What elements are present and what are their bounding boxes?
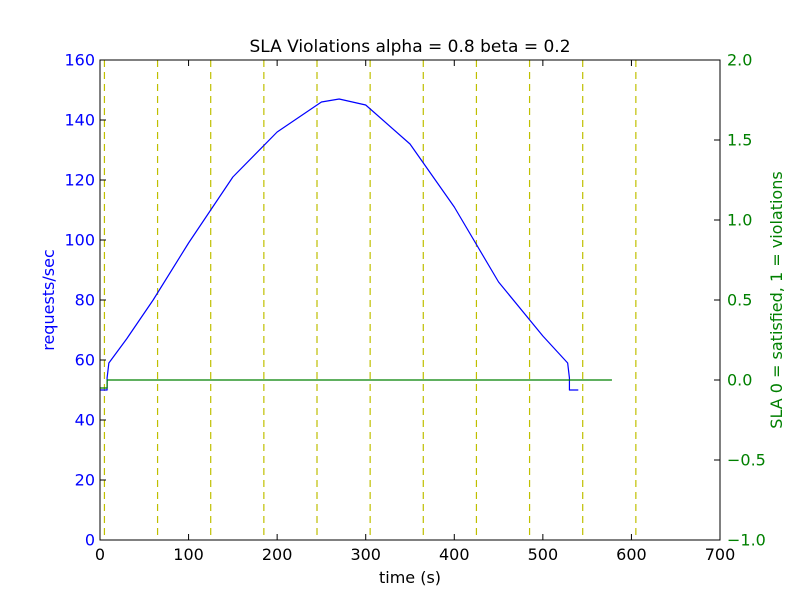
- right-y-tick-label-2: 0.0: [727, 371, 752, 390]
- x-tick-label-1: 100: [173, 545, 204, 564]
- sla-series-line: [100, 379, 612, 389]
- right-y-axis: −1.0 −0.5 0.0 0.5 1.0 1.5 2.0: [714, 51, 766, 550]
- x-axis-label: time (s): [379, 568, 441, 587]
- left-y-tick-label-4: 80: [75, 291, 95, 310]
- x-tick-label-5: 500: [528, 545, 559, 564]
- x-tick-label-7: 700: [705, 545, 736, 564]
- left-y-tick-label-8: 160: [64, 51, 95, 70]
- interval-markers: [103, 60, 637, 540]
- x-tick-label-6: 600: [616, 545, 647, 564]
- left-y-tick-label-1: 20: [75, 471, 95, 490]
- right-y-tick-label-5: 1.5: [727, 131, 752, 150]
- right-y-tick-label-4: 1.0: [727, 211, 752, 230]
- right-y-tick-label-0: −1.0: [727, 531, 766, 550]
- right-y-tick-label-6: 2.0: [727, 51, 752, 70]
- right-y-tick-label-3: 0.5: [727, 291, 752, 310]
- x-tick-label-4: 400: [439, 545, 470, 564]
- right-y-axis-label: SLA 0 = satisfied, 1 = violations: [767, 171, 786, 428]
- x-tick-label-2: 200: [262, 545, 293, 564]
- left-y-tick-label-6: 120: [64, 171, 95, 190]
- left-y-tick-label-3: 60: [75, 351, 95, 370]
- x-tick-label-0: 0: [95, 545, 105, 564]
- left-y-axis-label: requests/sec: [39, 249, 58, 351]
- left-y-tick-label-7: 140: [64, 111, 95, 130]
- left-y-axis: 0 20 40 60 80 100 120 140 160: [64, 51, 106, 550]
- chart-title: SLA Violations alpha = 0.8 beta = 0.2: [249, 37, 570, 57]
- left-y-tick-label-5: 100: [64, 231, 95, 250]
- series-layer: [100, 98, 612, 391]
- x-axis: 0 100 200 300 400 500 600 700: [95, 60, 735, 564]
- plot-frame: [99, 59, 721, 541]
- left-y-tick-label-0: 0: [85, 531, 95, 550]
- left-y-tick-label-2: 40: [75, 411, 95, 430]
- requests-series-line: [100, 98, 579, 391]
- right-y-tick-label-1: −0.5: [727, 451, 766, 470]
- x-tick-label-3: 300: [350, 545, 381, 564]
